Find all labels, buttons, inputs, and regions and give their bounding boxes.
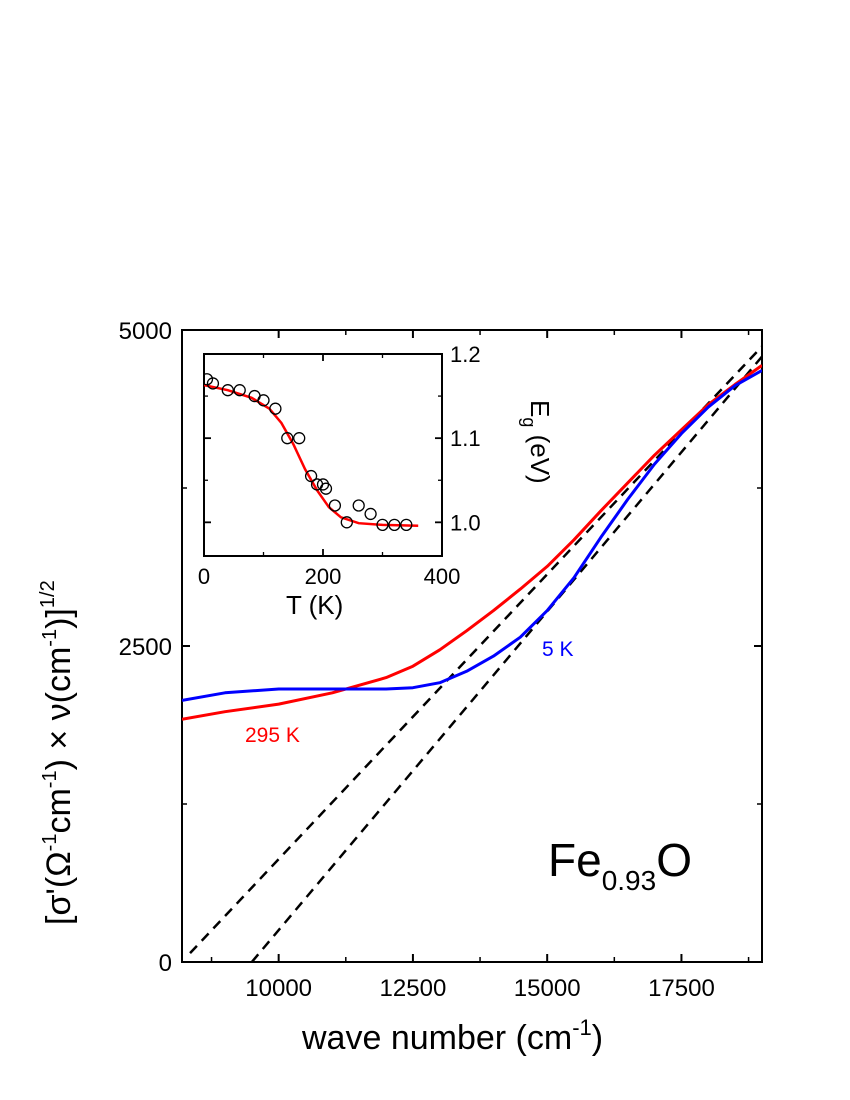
inset-data-point [328,499,342,512]
main-y-axis-title: [σ'(Ω-1cm-1) × ν(cm-1)]1/2 [37,580,78,925]
inset-data-point [221,384,234,397]
inset-data-point [376,518,389,532]
inset-fit-curve [204,383,419,527]
inset-data-point [352,499,365,512]
inset-data-point [206,377,220,390]
y-title-part-2: -1 [39,834,61,852]
y-title-part-1: [σ'(Ω [40,851,78,925]
main-x-axis-title-tail: ) [592,1019,603,1057]
series-label-295k: 295 K [245,724,300,747]
inset-data-point [281,432,294,445]
main-x-axis-title-sup: -1 [572,1015,592,1040]
inset-data-point [364,507,377,521]
y-title-part-6: -1 [39,629,61,647]
inset-data-point [269,402,282,415]
inset-y-axis-title: Eg (eV) [519,400,555,484]
inset-x-tick-label: 0 [198,564,210,589]
x-tick-label: 12500 [380,975,447,1002]
series-line-295k [182,364,762,721]
y-title-part-8: 1/2 [37,580,59,608]
inset-data-point [340,516,353,529]
inset-data-point [304,469,318,483]
inset-y-tick-label: 1.2 [450,342,481,367]
inset-y-tick-label: 1.1 [450,426,481,451]
sample-label-main: Fe [548,834,602,886]
inset-data-point [319,482,333,495]
y-tick-label: 5000 [119,318,172,345]
inset-data-point [293,432,306,445]
y-title-part-4: -1 [39,770,61,788]
x-tick-label: 17500 [648,975,715,1002]
inset-x-axis-title: T (K) [286,590,343,620]
series-label-5k: 5 K [542,638,574,661]
sample-label-sub: 0.93 [602,865,657,896]
series-line-5k [182,369,762,702]
inset-y-title-tail: (eV) [525,427,555,483]
y-title-part-7: )] [40,608,78,629]
y-tick-label: 2500 [119,634,172,661]
y-title-part-5: ) × ν(cm [40,647,78,771]
fit-line-2 [250,355,762,962]
y-title-part-3: cm [40,788,78,833]
x-tick-label: 15000 [514,975,581,1002]
x-tick-label: 10000 [245,975,312,1002]
inset-y-title-main: E [525,400,555,417]
main-x-axis-title-text: wave number (cm [301,1019,572,1057]
inset-data-point [400,518,413,532]
inset-y-tick-label: 1.0 [450,510,481,535]
inset-x-tick-label: 400 [424,564,461,589]
inset-x-tick-label: 200 [305,564,342,589]
sample-label: Fe0.93O [548,834,692,896]
inset-data-point [257,394,270,407]
inset-plot-frame [203,353,443,557]
y-tick-label: 0 [159,950,172,977]
fit-line-1 [189,345,762,955]
inset-plot-area [204,373,419,532]
sample-label-tail: O [656,834,692,886]
inset-data-point [233,384,246,397]
inset-y-title-sub: g [519,417,539,427]
main-x-axis-title: wave number (cm-1) [301,1015,603,1057]
inset-data-point [388,518,401,532]
